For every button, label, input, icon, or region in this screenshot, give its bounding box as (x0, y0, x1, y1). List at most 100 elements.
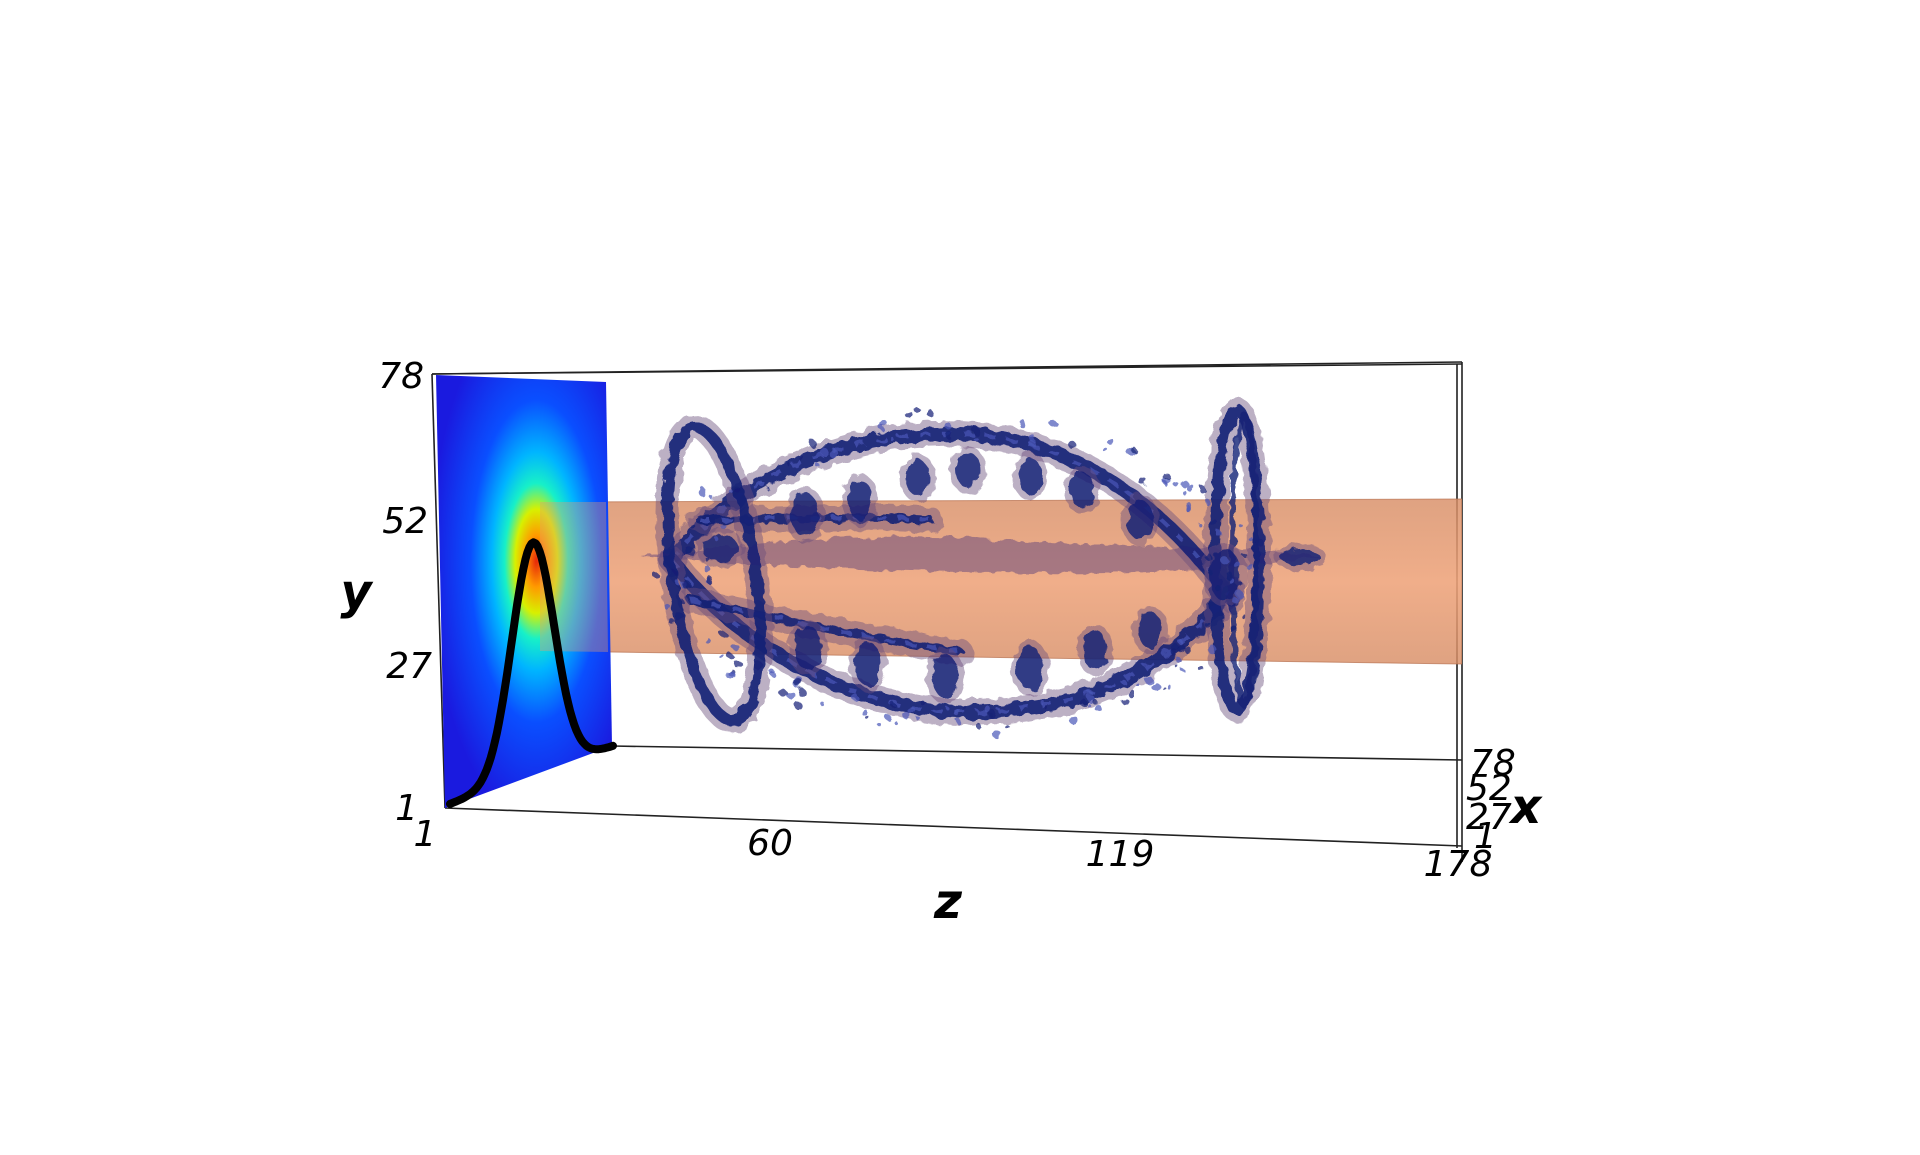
isosurface-speckle (975, 723, 982, 729)
isosurface-speckle (770, 670, 776, 676)
isosurface-speckle (1198, 666, 1204, 672)
z-tick-label: 60 (747, 823, 793, 864)
isosurface-speckle (674, 579, 680, 585)
isosurface-speckle (1131, 447, 1137, 453)
isosurface-speckle (1087, 689, 1093, 694)
isosurface-speckle (973, 428, 981, 436)
frame-left-edge (431, 373, 446, 809)
isosurface-speckle (885, 715, 892, 722)
isosurface-lobe (1018, 458, 1042, 494)
isosurface-lobe (702, 534, 738, 562)
isosurface-speckle (1120, 678, 1125, 684)
z-axis-title: z (933, 874, 963, 930)
isosurface-speckle (816, 464, 821, 469)
isosurface-speckle (829, 449, 839, 459)
isosurface-speckle (1242, 553, 1247, 558)
isosurface-speckle (925, 409, 933, 416)
isosurface-speckle (1245, 562, 1253, 570)
gaussian-profile-curve (446, 538, 617, 808)
y-tick-label: 1 (395, 788, 418, 829)
isosurface-speckle (720, 523, 726, 530)
isosurface-speckle (1239, 524, 1243, 528)
isosurface-speckle (704, 575, 713, 583)
isosurface-speckle (1207, 645, 1217, 654)
isosurface-speckle (954, 709, 961, 717)
isosurface-speckle (946, 707, 950, 711)
x-tick-label: 78 (1470, 743, 1516, 784)
isosurface-speckle (984, 705, 991, 713)
isosurface-speckle (903, 712, 911, 721)
isosurface-speckle (1139, 477, 1148, 486)
input-slice (436, 375, 617, 808)
isosurface-speckle (1205, 622, 1212, 629)
isosurface-speckle (667, 568, 677, 578)
isosurface-speckle (1004, 724, 1009, 729)
isosurface-speckle (1204, 553, 1212, 560)
isosurface-speckle (1163, 473, 1171, 481)
x-axis: 78 52 27 1 x (1466, 743, 1544, 857)
isosurface-speckle (861, 709, 868, 716)
isosurface-speckle (1176, 644, 1186, 653)
isosurface-lobe (1070, 472, 1094, 508)
isosurface-speckle (956, 719, 962, 725)
isosurface-speckle (787, 462, 791, 467)
isosurface-speckle (1107, 438, 1114, 445)
isosurface-speckle (1213, 584, 1220, 590)
z-tick-label: 178 (1424, 844, 1493, 885)
isosurface-lobe (1280, 549, 1320, 565)
isosurface-speckle (851, 693, 859, 701)
isosurface-lobe (848, 480, 872, 520)
y-tick-label: 27 (386, 646, 432, 687)
isosurface-lobe (794, 626, 822, 670)
isosurface-speckle (1199, 486, 1207, 494)
isosurface (640, 398, 1326, 739)
frame-back-top-edge (431, 363, 1463, 375)
isosurface-speckle (668, 618, 675, 624)
isosurface-speckle (1168, 685, 1173, 691)
isosurface-lobe (956, 452, 980, 488)
isosurface-speckle (831, 448, 837, 453)
isosurface-speckle (712, 535, 717, 540)
isosurface-speckle (698, 488, 708, 497)
isosurface-speckle (1181, 489, 1186, 494)
isosurface-speckle (991, 729, 1001, 739)
isosurface-speckle (891, 438, 896, 443)
isosurface-lobe (932, 654, 958, 698)
isosurface-speckle (1174, 655, 1180, 662)
isosurface-axial-filament (640, 536, 1320, 573)
isosurface-speckle (1029, 435, 1037, 443)
isosurface-strand-highlight (689, 598, 961, 654)
isosurface-speckle (1184, 646, 1192, 654)
isosurface-speckle (785, 689, 794, 699)
isosurface-speckle (675, 612, 684, 621)
isosurface-speckle (1233, 561, 1241, 568)
x-axis-title: x (1509, 779, 1544, 835)
isosurface-speckle (794, 701, 803, 710)
isosurface-speckle (690, 524, 697, 531)
isosurface-speckle (1136, 683, 1140, 687)
isosurface-speckle (890, 701, 895, 707)
beam-top-edge (539, 498, 1463, 503)
isosurface-speckle (732, 643, 739, 651)
isosurface-speckle (1203, 498, 1210, 504)
isosurface-speckle (680, 599, 685, 604)
isosurface-speckle (1255, 538, 1264, 547)
isosurface-speckle (1086, 702, 1090, 707)
isosurface-speckle (809, 440, 817, 448)
isosurface-speckle (1170, 642, 1179, 651)
isosurface-speckle (793, 678, 803, 687)
bounding-box-frame (431, 361, 1463, 862)
isosurface-speckle (702, 564, 709, 571)
isosurface-speckle (684, 546, 694, 555)
isosurface-lobe (791, 493, 819, 537)
isosurface-speckle (1174, 482, 1180, 488)
isosurface-speckle (1040, 700, 1045, 705)
isosurface-speckle (1235, 590, 1244, 599)
isosurface-speckle (973, 437, 979, 442)
y-axis: 78 52 27 1 y (340, 356, 432, 829)
isosurface-speckle (1094, 704, 1102, 712)
isosurface-speckle (1224, 571, 1233, 580)
isosurface-speckle (1211, 520, 1219, 528)
isosurface-speckle (664, 603, 671, 610)
